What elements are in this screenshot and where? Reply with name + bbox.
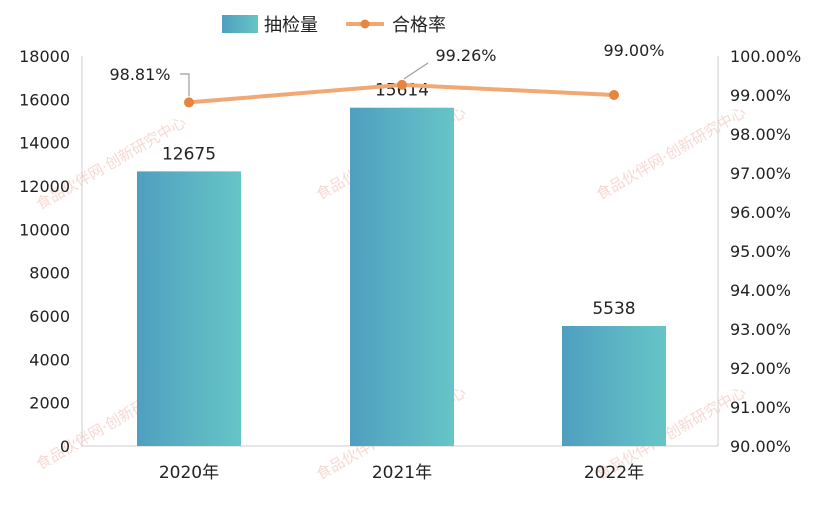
right-tick-label: 99.00%	[730, 86, 791, 105]
label-leader-line	[180, 73, 190, 97]
left-tick-label: 16000	[19, 90, 70, 109]
line-value-label: 98.81%	[109, 65, 170, 84]
right-tick-label: 91.00%	[730, 398, 791, 417]
left-tick-label: 18000	[19, 47, 70, 66]
line-series	[184, 79, 619, 108]
bar-value-label: 12675	[162, 144, 216, 164]
bar-value-label: 5538	[592, 299, 635, 319]
left-tick-label: 4000	[29, 350, 70, 369]
left-tick-label: 10000	[19, 220, 70, 239]
left-tick-label: 2000	[29, 394, 70, 413]
line-point	[397, 79, 407, 90]
category-labels: 2020年 2021年 2022年	[159, 463, 644, 483]
watermark-text: 食品伙伴网·创新研究中心	[593, 103, 749, 203]
right-tick-label: 97.00%	[730, 164, 791, 183]
bar-series	[137, 107, 666, 447]
left-tick-label: 14000	[19, 134, 70, 153]
bar	[137, 171, 241, 446]
legend-swatch-marker	[360, 19, 370, 29]
legend-label-bar: 抽检量	[264, 15, 318, 36]
bar	[350, 107, 454, 447]
line-value-label: 99.26%	[435, 46, 496, 65]
line-point	[184, 97, 194, 108]
bar	[562, 326, 666, 446]
right-tick-label: 93.00%	[730, 320, 791, 339]
line-value-label: 99.00%	[603, 41, 664, 60]
legend-label-line: 合格率	[392, 15, 446, 36]
right-tick-label: 98.00%	[730, 125, 791, 144]
left-axis-ticks: 0 2000 4000 6000 8000 10000 12000 14000 16000 180…	[19, 47, 70, 456]
left-tick-label: 12000	[19, 177, 70, 196]
legend-swatch-bar	[222, 15, 258, 33]
legend: 抽检量 合格率	[222, 15, 446, 36]
category-label: 2022年	[584, 463, 644, 483]
right-tick-label: 94.00%	[730, 281, 791, 300]
right-tick-label: 92.00%	[730, 359, 791, 378]
line-data-labels: 98.81% 99.26% 99.00%	[109, 41, 665, 97]
left-tick-label: 0	[60, 437, 70, 456]
line-point	[609, 90, 619, 100]
category-label: 2021年	[372, 463, 432, 483]
right-tick-label: 90.00%	[730, 437, 791, 456]
right-tick-label: 96.00%	[730, 203, 791, 222]
right-axis-ticks: 90.00% 91.00% 92.00% 93.00% 94.00% 95.00% 96.0…	[730, 47, 801, 456]
right-tick-label: 95.00%	[730, 242, 791, 261]
left-tick-label: 8000	[29, 264, 70, 283]
right-tick-label: 100.00%	[730, 47, 801, 66]
left-tick-label: 6000	[29, 307, 70, 326]
category-label: 2020年	[159, 463, 219, 483]
label-leader-line	[403, 62, 429, 80]
